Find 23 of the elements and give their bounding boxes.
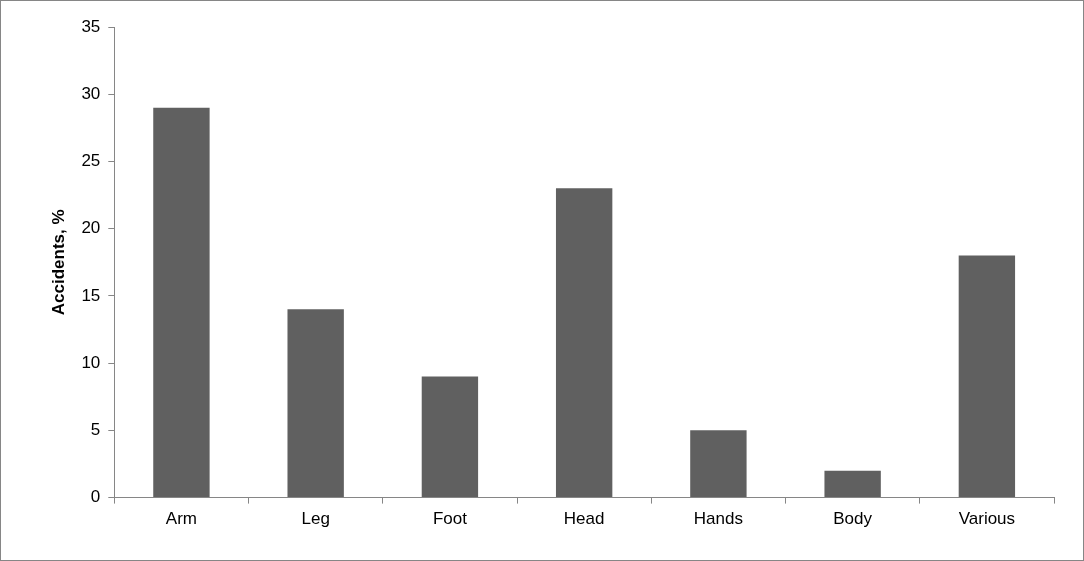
x-tick-label: Arm bbox=[165, 509, 198, 529]
y-tick-label: 5 bbox=[90, 420, 101, 440]
bar bbox=[555, 188, 613, 498]
y-tick-label: 0 bbox=[90, 487, 101, 507]
x-tick-label: Hands bbox=[693, 509, 743, 529]
bar bbox=[287, 309, 344, 498]
x-tick-label: Leg bbox=[301, 509, 330, 529]
x-tick-label: Various bbox=[958, 509, 1016, 529]
y-tick-label: 35 bbox=[81, 16, 101, 36]
y-axis-title: Accidents, % bbox=[48, 209, 68, 316]
y-tick-label: 15 bbox=[81, 285, 101, 305]
bar bbox=[824, 470, 881, 498]
bar bbox=[958, 255, 1016, 498]
y-tick-label: 25 bbox=[81, 151, 101, 171]
y-tick-label: 20 bbox=[81, 218, 101, 238]
x-tick-label: Foot bbox=[432, 509, 468, 529]
bar bbox=[421, 376, 479, 498]
x-tick-label: Body bbox=[833, 509, 873, 529]
y-tick-label: 30 bbox=[81, 83, 101, 103]
y-tick-label: 10 bbox=[81, 352, 101, 372]
bar bbox=[690, 430, 747, 498]
x-tick-label: Head bbox=[563, 509, 605, 529]
bar bbox=[153, 107, 210, 498]
